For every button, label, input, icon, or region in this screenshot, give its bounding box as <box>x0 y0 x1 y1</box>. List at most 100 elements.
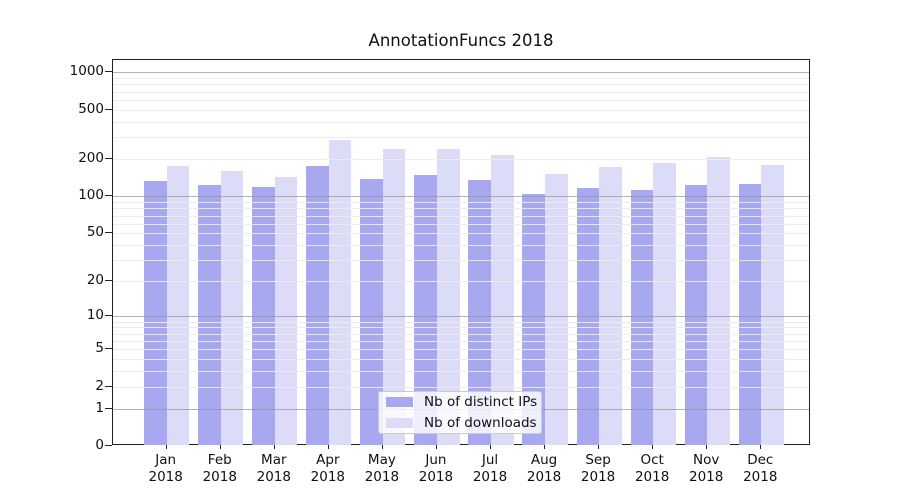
gridline-minor-300 <box>113 137 809 139</box>
y-tick-label-500: 500 <box>78 100 104 117</box>
bar-nb-of-downloads-dec <box>761 165 784 445</box>
bar-nb-of-downloads-jan <box>166 166 190 445</box>
legend-swatch-downloads <box>386 418 413 428</box>
y-tick-mark-50 <box>105 232 112 234</box>
gridline-minor-900 <box>113 78 809 80</box>
gridline-minor-9 <box>113 321 809 323</box>
x-tick-mark-jan <box>165 445 167 449</box>
y-tick-label-50: 50 <box>86 224 104 241</box>
gridline-major-1000 <box>113 72 809 74</box>
x-tick-label-dec: Dec 2018 <box>743 452 778 485</box>
bar-nb-of-downloads-may <box>382 148 406 445</box>
bar-nb-of-distinct-ips-sep <box>576 187 600 445</box>
x-tick-label-jul: Jul 2018 <box>472 452 508 485</box>
plot-inner <box>113 60 809 445</box>
legend-item-distinct-ips: Nb of distinct IPs <box>386 393 541 412</box>
bar-nb-of-downloads-apr <box>328 140 352 445</box>
x-tick-mark-mar <box>273 445 275 449</box>
y-tick-mark-1000 <box>105 71 112 73</box>
y-tick-label-0: 0 <box>95 437 104 453</box>
x-tick-mark-feb <box>219 445 221 449</box>
y-tick-mark-10 <box>105 315 112 317</box>
y-tick-label-20: 20 <box>86 272 104 289</box>
x-tick-mark-may <box>381 445 383 449</box>
gridline-major-10 <box>113 316 809 318</box>
x-tick-mark-jul <box>490 445 491 449</box>
y-tick-mark-200 <box>105 158 112 160</box>
bar-nb-of-downloads-nov <box>707 157 730 445</box>
bar-nb-of-distinct-ips-jun <box>414 174 437 445</box>
gridline-major-100 <box>113 196 809 198</box>
bar-nb-of-distinct-ips-dec <box>738 183 762 445</box>
y-tick-mark-500 <box>105 108 112 110</box>
y-tick-mark-20 <box>105 280 112 282</box>
gridline-minor-200 <box>113 159 809 161</box>
x-tick-mark-nov <box>706 445 708 449</box>
x-tick-label-aug: Aug 2018 <box>526 452 562 485</box>
gridline-minor-500 <box>113 109 809 111</box>
gridline-minor-4 <box>113 358 809 360</box>
bar-nb-of-distinct-ips-jul <box>468 179 491 445</box>
gridline-minor-30 <box>113 260 809 262</box>
bar-nb-of-downloads-oct <box>653 162 676 445</box>
y-tick-label-1000: 1000 <box>69 63 104 80</box>
bar-nb-of-downloads-feb <box>220 170 244 445</box>
x-tick-mark-dec <box>760 445 762 449</box>
legend-swatch-distinct-ips <box>386 397 413 407</box>
gridline-minor-40 <box>113 245 809 247</box>
gridline-minor-5 <box>113 349 809 351</box>
gridline-minor-6 <box>113 340 809 342</box>
legend: Nb of distinct IPs Nb of downloads <box>378 391 542 434</box>
legend-item-downloads: Nb of downloads <box>386 414 541 433</box>
gridline-minor-50 <box>113 233 809 235</box>
gridline-minor-80 <box>113 208 809 210</box>
x-tick-mark-oct <box>652 445 654 449</box>
gridline-minor-90 <box>113 202 809 204</box>
x-tick-label-nov: Nov 2018 <box>689 452 724 485</box>
gridline-minor-60 <box>113 223 809 225</box>
bar-nb-of-downloads-mar <box>274 177 298 445</box>
gridline-minor-70 <box>113 215 809 217</box>
gridline-minor-600 <box>113 100 809 102</box>
x-tick-label-sep: Sep 2018 <box>580 452 616 485</box>
y-tick-label-5: 5 <box>95 340 104 357</box>
y-tick-label-100: 100 <box>78 187 104 204</box>
bar-nb-of-distinct-ips-nov <box>684 184 708 445</box>
x-tick-mark-jun <box>435 445 437 449</box>
y-tick-label-1: 1 <box>95 399 104 416</box>
y-tick-mark-2 <box>105 385 112 387</box>
x-tick-label-mar: Mar 2018 <box>256 452 291 485</box>
x-tick-label-feb: Feb 2018 <box>202 452 237 485</box>
y-tick-mark-0 <box>105 445 112 446</box>
y-tick-mark-5 <box>105 348 112 350</box>
y-tick-label-10: 10 <box>86 307 104 324</box>
bar-nb-of-distinct-ips-apr <box>306 165 329 445</box>
chart-title: AnnotationFuncs 2018 <box>368 31 554 50</box>
x-tick-label-oct: Oct 2018 <box>634 452 670 485</box>
x-tick-label-may: May 2018 <box>364 452 400 485</box>
gridline-minor-3 <box>113 371 809 373</box>
bar-nb-of-downloads-aug <box>545 174 568 445</box>
bar-nb-of-distinct-ips-oct <box>630 190 654 445</box>
bar-nb-of-distinct-ips-jan <box>144 181 167 445</box>
y-tick-label-2: 2 <box>95 377 104 394</box>
legend-label-distinct-ips: Nb of distinct IPs <box>424 394 538 410</box>
gridline-minor-8 <box>113 327 809 329</box>
bar-nb-of-distinct-ips-mar <box>252 187 275 445</box>
gridline-minor-20 <box>113 281 809 283</box>
x-tick-mark-sep <box>598 445 600 449</box>
bar-nb-of-distinct-ips-feb <box>198 184 221 445</box>
y-tick-mark-100 <box>105 195 112 197</box>
gridline-minor-7 <box>113 333 809 335</box>
gridline-minor-400 <box>113 121 809 123</box>
x-tick-label-apr: Apr 2018 <box>310 452 346 485</box>
gridline-minor-2 <box>113 386 809 388</box>
y-tick-mark-1 <box>105 407 112 409</box>
x-tick-mark-apr <box>327 445 329 449</box>
y-tick-label-200: 200 <box>78 150 104 167</box>
x-tick-label-jun: Jun 2018 <box>418 452 454 485</box>
plot-area <box>112 59 810 445</box>
bar-nb-of-downloads-jul <box>491 155 514 445</box>
x-tick-label-jan: Jan 2018 <box>148 452 183 485</box>
